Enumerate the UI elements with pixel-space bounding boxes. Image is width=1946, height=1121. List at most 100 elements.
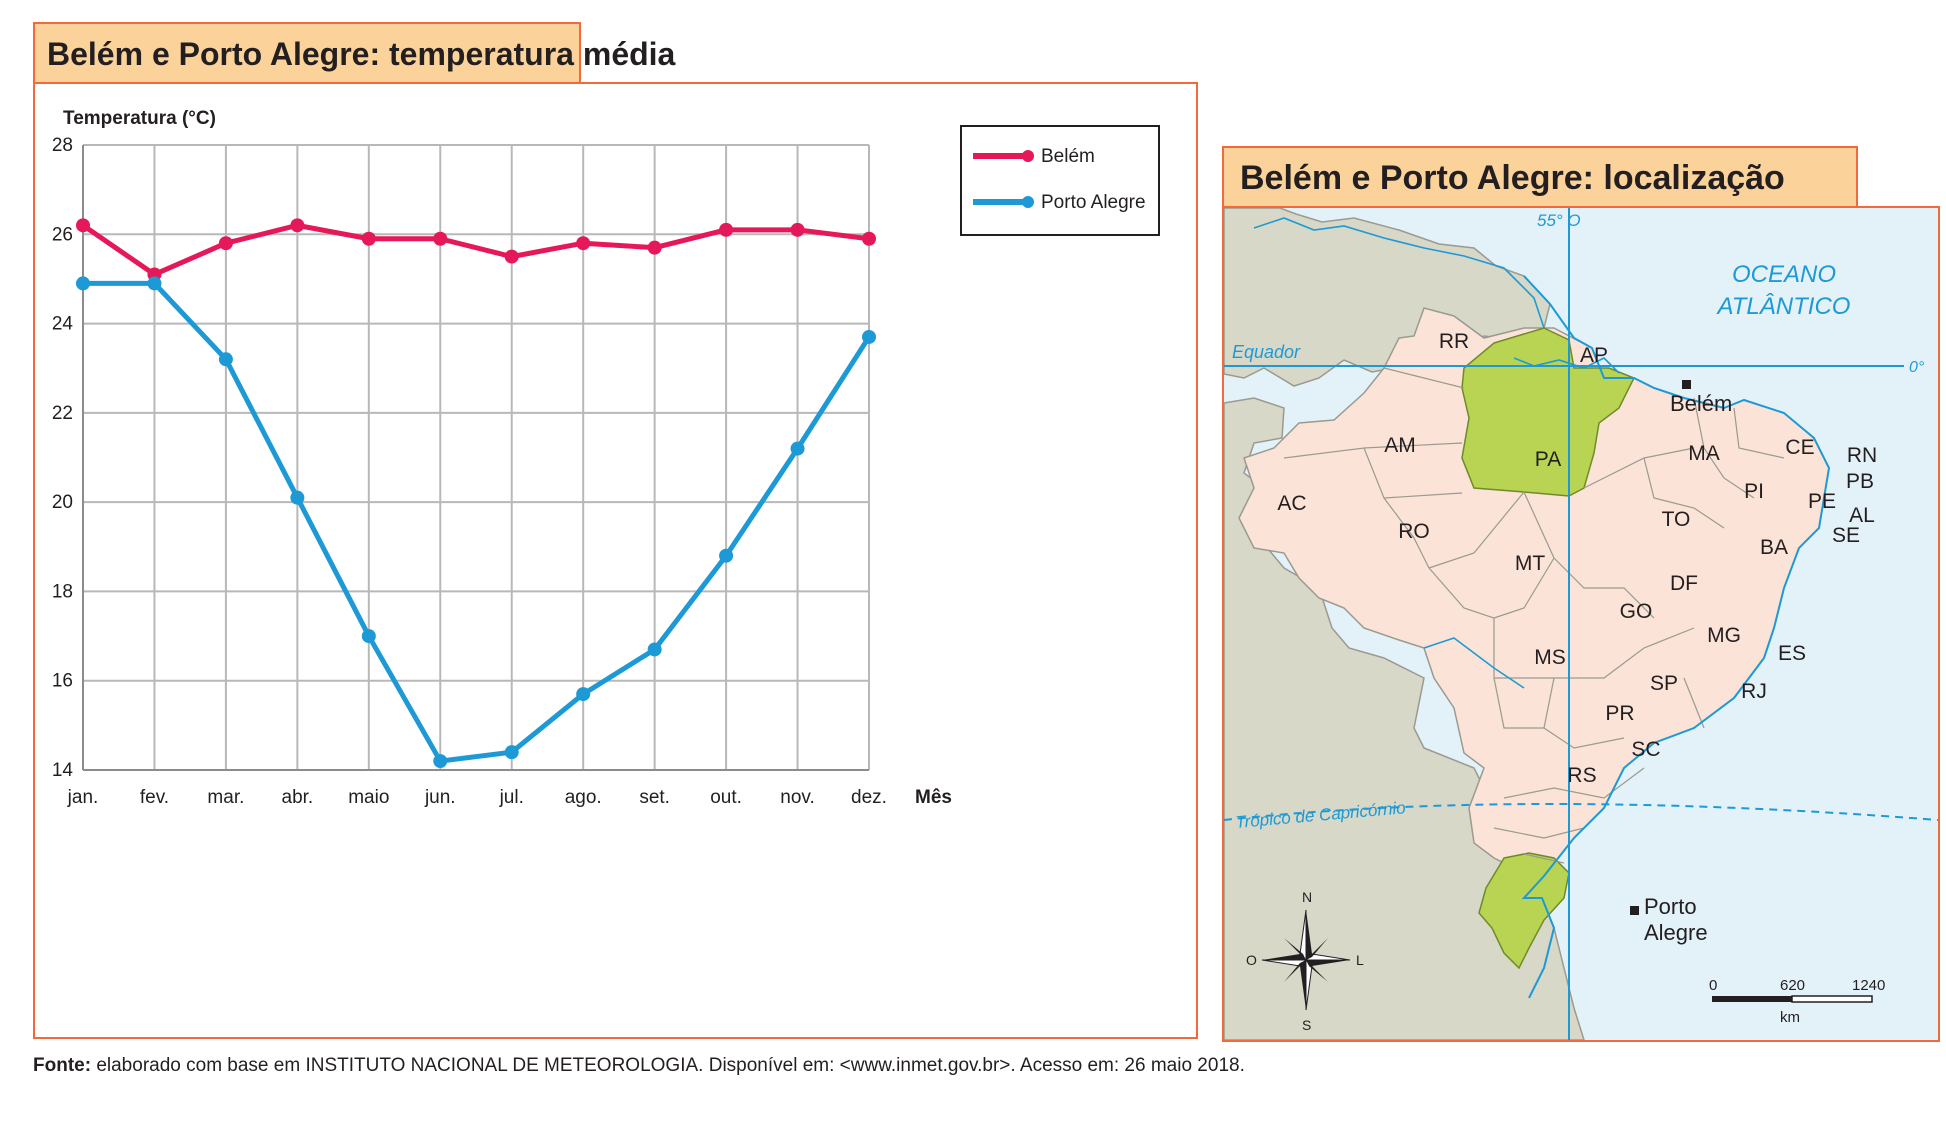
equator-degree-label: 0° bbox=[1909, 359, 1925, 376]
legend-label-1: Porto Alegre bbox=[1041, 192, 1146, 213]
x-tick-label: maio bbox=[348, 787, 389, 808]
map-title: Belém e Porto Alegre: localização bbox=[1222, 146, 1858, 206]
x-tick-label: dez. bbox=[851, 787, 887, 808]
equator-label: Equador bbox=[1232, 342, 1301, 362]
compass-n: N bbox=[1302, 889, 1312, 905]
data-point-0 bbox=[647, 240, 662, 255]
meridian-label: 55° O bbox=[1537, 211, 1581, 230]
scale-tick-620: 620 bbox=[1780, 977, 1805, 994]
y-tick-label: 24 bbox=[52, 314, 74, 335]
state-label-rr: RR bbox=[1439, 330, 1469, 353]
state-label-se: SE bbox=[1832, 524, 1860, 547]
legend-marker-0 bbox=[1022, 150, 1034, 162]
state-label-ro: RO bbox=[1398, 520, 1430, 543]
compass-o: O bbox=[1246, 952, 1257, 968]
data-point-1 bbox=[647, 642, 662, 657]
data-point-0 bbox=[576, 236, 591, 251]
data-point-1 bbox=[576, 687, 591, 702]
data-point-1 bbox=[790, 441, 805, 456]
y-tick-label: 20 bbox=[52, 492, 73, 513]
state-label-pi: PI bbox=[1744, 480, 1764, 503]
series-line-0 bbox=[81, 222, 870, 277]
y-tick-label: 22 bbox=[52, 403, 73, 424]
state-label-ma: MA bbox=[1688, 442, 1720, 465]
state-label-al: AL bbox=[1849, 504, 1875, 527]
source-label: Fonte: bbox=[33, 1055, 92, 1076]
brazil-location-map: 55° O Equador 0° Trópico de Capricórnio … bbox=[1224, 208, 1938, 1040]
state-label-pa: PA bbox=[1535, 448, 1561, 471]
map-panel: 55° O Equador 0° Trópico de Capricórnio … bbox=[1222, 206, 1940, 1042]
source-text: elaborado com base em INSTITUTO NACIONAL… bbox=[91, 1055, 1245, 1076]
x-axis-title: Mês bbox=[915, 787, 952, 808]
state-label-sc: SC bbox=[1631, 738, 1660, 761]
data-point-0 bbox=[218, 236, 233, 251]
ocean-label-1: OCEANO bbox=[1732, 261, 1836, 288]
porto-alegre-label-2: Alegre bbox=[1644, 920, 1708, 945]
state-rs-highlight bbox=[1478, 852, 1570, 970]
compass-s: S bbox=[1302, 1017, 1311, 1033]
state-label-ms: MS bbox=[1534, 646, 1566, 669]
chart-title: Belém e Porto Alegre: temperatura média bbox=[33, 22, 675, 82]
state-label-ce: CE bbox=[1785, 436, 1814, 459]
state-borders bbox=[1283, 367, 1785, 864]
scale-tick-0: 0 bbox=[1709, 977, 1717, 994]
data-point-1 bbox=[76, 276, 90, 291]
state-label-pe: PE bbox=[1808, 490, 1836, 513]
state-label-ba: BA bbox=[1760, 536, 1788, 559]
tropic-of-capricorn bbox=[1224, 803, 1938, 821]
data-point-0 bbox=[76, 218, 90, 233]
data-point-0 bbox=[862, 231, 876, 246]
data-point-0 bbox=[290, 218, 305, 233]
x-tick-label: jan. bbox=[67, 787, 99, 808]
data-point-0 bbox=[433, 231, 448, 246]
state-label-ac: AC bbox=[1277, 492, 1306, 515]
porto-alegre-label-1: Porto bbox=[1644, 894, 1697, 919]
y-tick-label: 18 bbox=[52, 581, 73, 602]
temperature-line-chart: 14 16 18 20 22 24 26 28 jan. fev. mar. abr. maio jun.… bbox=[52, 108, 1160, 808]
data-point-1 bbox=[433, 754, 448, 769]
y-tick-label: 14 bbox=[52, 760, 74, 781]
data-point-1 bbox=[719, 548, 734, 563]
data-point-0 bbox=[361, 231, 376, 246]
x-tick-label: set. bbox=[639, 787, 670, 808]
state-label-es: ES bbox=[1778, 642, 1806, 665]
x-tick-label: out. bbox=[710, 787, 742, 808]
source-note: Fonte: elaborado com base em INSTITUTO N… bbox=[33, 1055, 1245, 1077]
belem-marker bbox=[1682, 380, 1691, 389]
data-point-1 bbox=[218, 352, 233, 367]
state-label-df: DF bbox=[1670, 572, 1698, 595]
data-point-0 bbox=[504, 249, 519, 264]
x-tick-label: fev. bbox=[140, 787, 169, 808]
rivers bbox=[1253, 217, 1620, 689]
data-point-0 bbox=[790, 222, 805, 237]
y-tick-label: 16 bbox=[52, 671, 73, 692]
data-point-0 bbox=[719, 222, 734, 237]
x-tick-label: jun. bbox=[424, 787, 456, 808]
state-label-go: GO bbox=[1620, 600, 1653, 623]
data-point-1 bbox=[862, 329, 876, 344]
legend-marker-1 bbox=[1022, 196, 1034, 208]
state-label-am: AM bbox=[1384, 434, 1416, 457]
compass-l: L bbox=[1356, 952, 1364, 968]
belem-label: Belém bbox=[1670, 391, 1732, 416]
y-tick-label: 28 bbox=[52, 135, 73, 156]
ocean-label-2: ATLÂNTICO bbox=[1716, 293, 1851, 320]
scale-bar: 0 620 1240 km bbox=[1709, 977, 1885, 1026]
atlantic-coastline bbox=[1521, 275, 1831, 999]
state-label-sp: SP bbox=[1650, 672, 1678, 695]
state-label-pb: PB bbox=[1846, 470, 1874, 493]
state-label-rj: RJ bbox=[1741, 680, 1767, 703]
state-label-pr: PR bbox=[1605, 702, 1634, 725]
data-point-1 bbox=[147, 276, 162, 291]
x-tick-label: mar. bbox=[207, 787, 244, 808]
scale-tick-1240: 1240 bbox=[1852, 977, 1885, 994]
x-tick-label: ago. bbox=[565, 787, 602, 808]
chart-panel: 14 16 18 20 22 24 26 28 jan. fev. mar. abr. maio jun.… bbox=[33, 82, 1198, 1039]
state-label-mg: MG bbox=[1707, 624, 1741, 647]
state-label-mt: MT bbox=[1515, 552, 1545, 575]
x-tick-label: nov. bbox=[780, 787, 815, 808]
state-label-ap: AP bbox=[1580, 344, 1608, 367]
legend-box bbox=[960, 125, 1160, 236]
legend-label-0: Belém bbox=[1041, 146, 1095, 167]
